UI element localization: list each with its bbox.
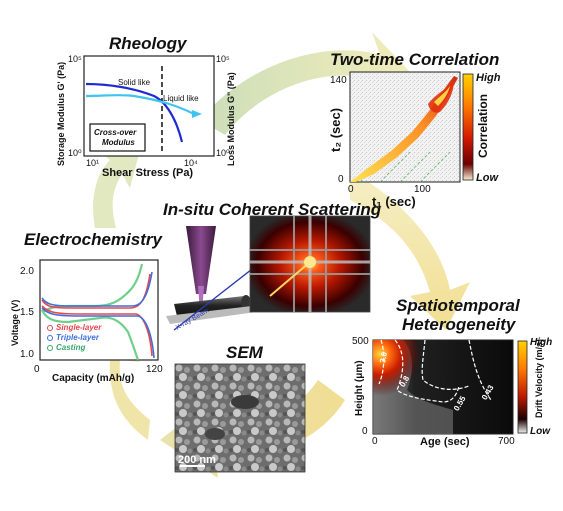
rheology-ylabel-right: Loss Modulus G" (Pa) [226,72,236,166]
rheology-liquid-label: Liquid like [163,94,199,103]
sem-scale-label: 200 nm [178,454,216,466]
electrochem-legend-casting: Casting [56,343,86,352]
spatio-cbar-label: Drift Velocity (m/s) [534,338,544,418]
correlation-xtick-100: 100 [414,184,431,195]
rheology-plot [83,55,215,157]
correlation-ytick-0: 0 [338,174,344,185]
rheology-xlabel: Shear Stress (Pa) [102,167,194,179]
spatio-ytick-0: 0 [362,426,368,437]
rheology-xtick-right: 10⁴ [184,158,198,168]
correlation-ylabel: t₂ (sec) [328,107,343,152]
rheology-solid-label: Solid like [118,78,151,87]
spatio-map [372,339,514,435]
correlation-map [349,71,461,183]
rheology-box-line2: Modulus [102,138,135,147]
arrow-left-top [93,150,140,228]
electrochem-title: Electrochemistry [24,230,162,249]
correlation-xtick-0: 0 [348,184,354,195]
sem-title: SEM [226,343,263,362]
correlation-ytick-140: 140 [330,75,347,86]
scattering-pattern [249,215,371,313]
arrow-right [350,170,470,330]
correlation-cbar-low: Low [476,172,498,184]
spatio-xtick-0: 0 [372,436,378,447]
scattering-apparatus [166,226,257,331]
scattering-title: In-situ Coherent Scattering [163,200,382,219]
rheology-ytick-bottom-left: 10⁰ [68,148,82,158]
spatio-xtick-700: 700 [498,436,515,447]
spatio-cbar-low: Low [530,426,550,437]
spatio-ytick-500: 500 [352,336,369,347]
rheology-title: Rheology [109,34,187,53]
spatio-contour-3: 3.0 [378,351,389,364]
electrochem-xlabel: Capacity (mAh/g) [52,373,135,384]
spatio-colorbar [517,340,528,434]
arrow-top [200,32,410,135]
spatio-ylabel: Height (μm) [354,360,365,416]
spatio-xlabel: Age (sec) [420,436,470,448]
electrochem-legend-single: Single-layer [56,323,102,332]
electrochem-ylabel: Voltage (V) [10,299,20,346]
rheology-ytick-top-left: 10⁵ [68,54,82,64]
electrochem-legend-triple: Triple-layer [56,333,99,342]
spatio-title-line1: Spatiotemporal [396,296,520,315]
electrochem-ytick-1-5: 1.5 [20,307,34,318]
rheology-box-line1: Cross-over [94,128,137,137]
electrochem-ytick-2: 2.0 [20,266,34,277]
correlation-cbar-label: Correlation [476,93,490,158]
correlation-title: Two-time Correlation [330,50,500,69]
correlation-colorbar [462,73,474,181]
rheology-ylabel-left: Storage Modulus G' (Pa) [56,61,66,166]
electrochem-xtick-120: 120 [146,364,163,375]
electrochem-plot [39,259,159,361]
correlation-cbar-high: High [476,72,501,84]
correlation-xlabel: t₁ (sec) [372,194,416,209]
electrochem-xtick-0: 0 [34,364,40,375]
sem-image [174,363,306,473]
spatio-title-line2: Heterogeneity [402,315,516,334]
rheology-ytick-bottom-right: 10⁰ [216,148,230,158]
electrochem-ytick-1: 1.0 [20,349,34,360]
rheology-xtick-left: 10¹ [86,158,100,168]
rheology-ytick-top-right: 10⁵ [216,54,230,64]
spatio-cbar-high: High [530,337,553,348]
